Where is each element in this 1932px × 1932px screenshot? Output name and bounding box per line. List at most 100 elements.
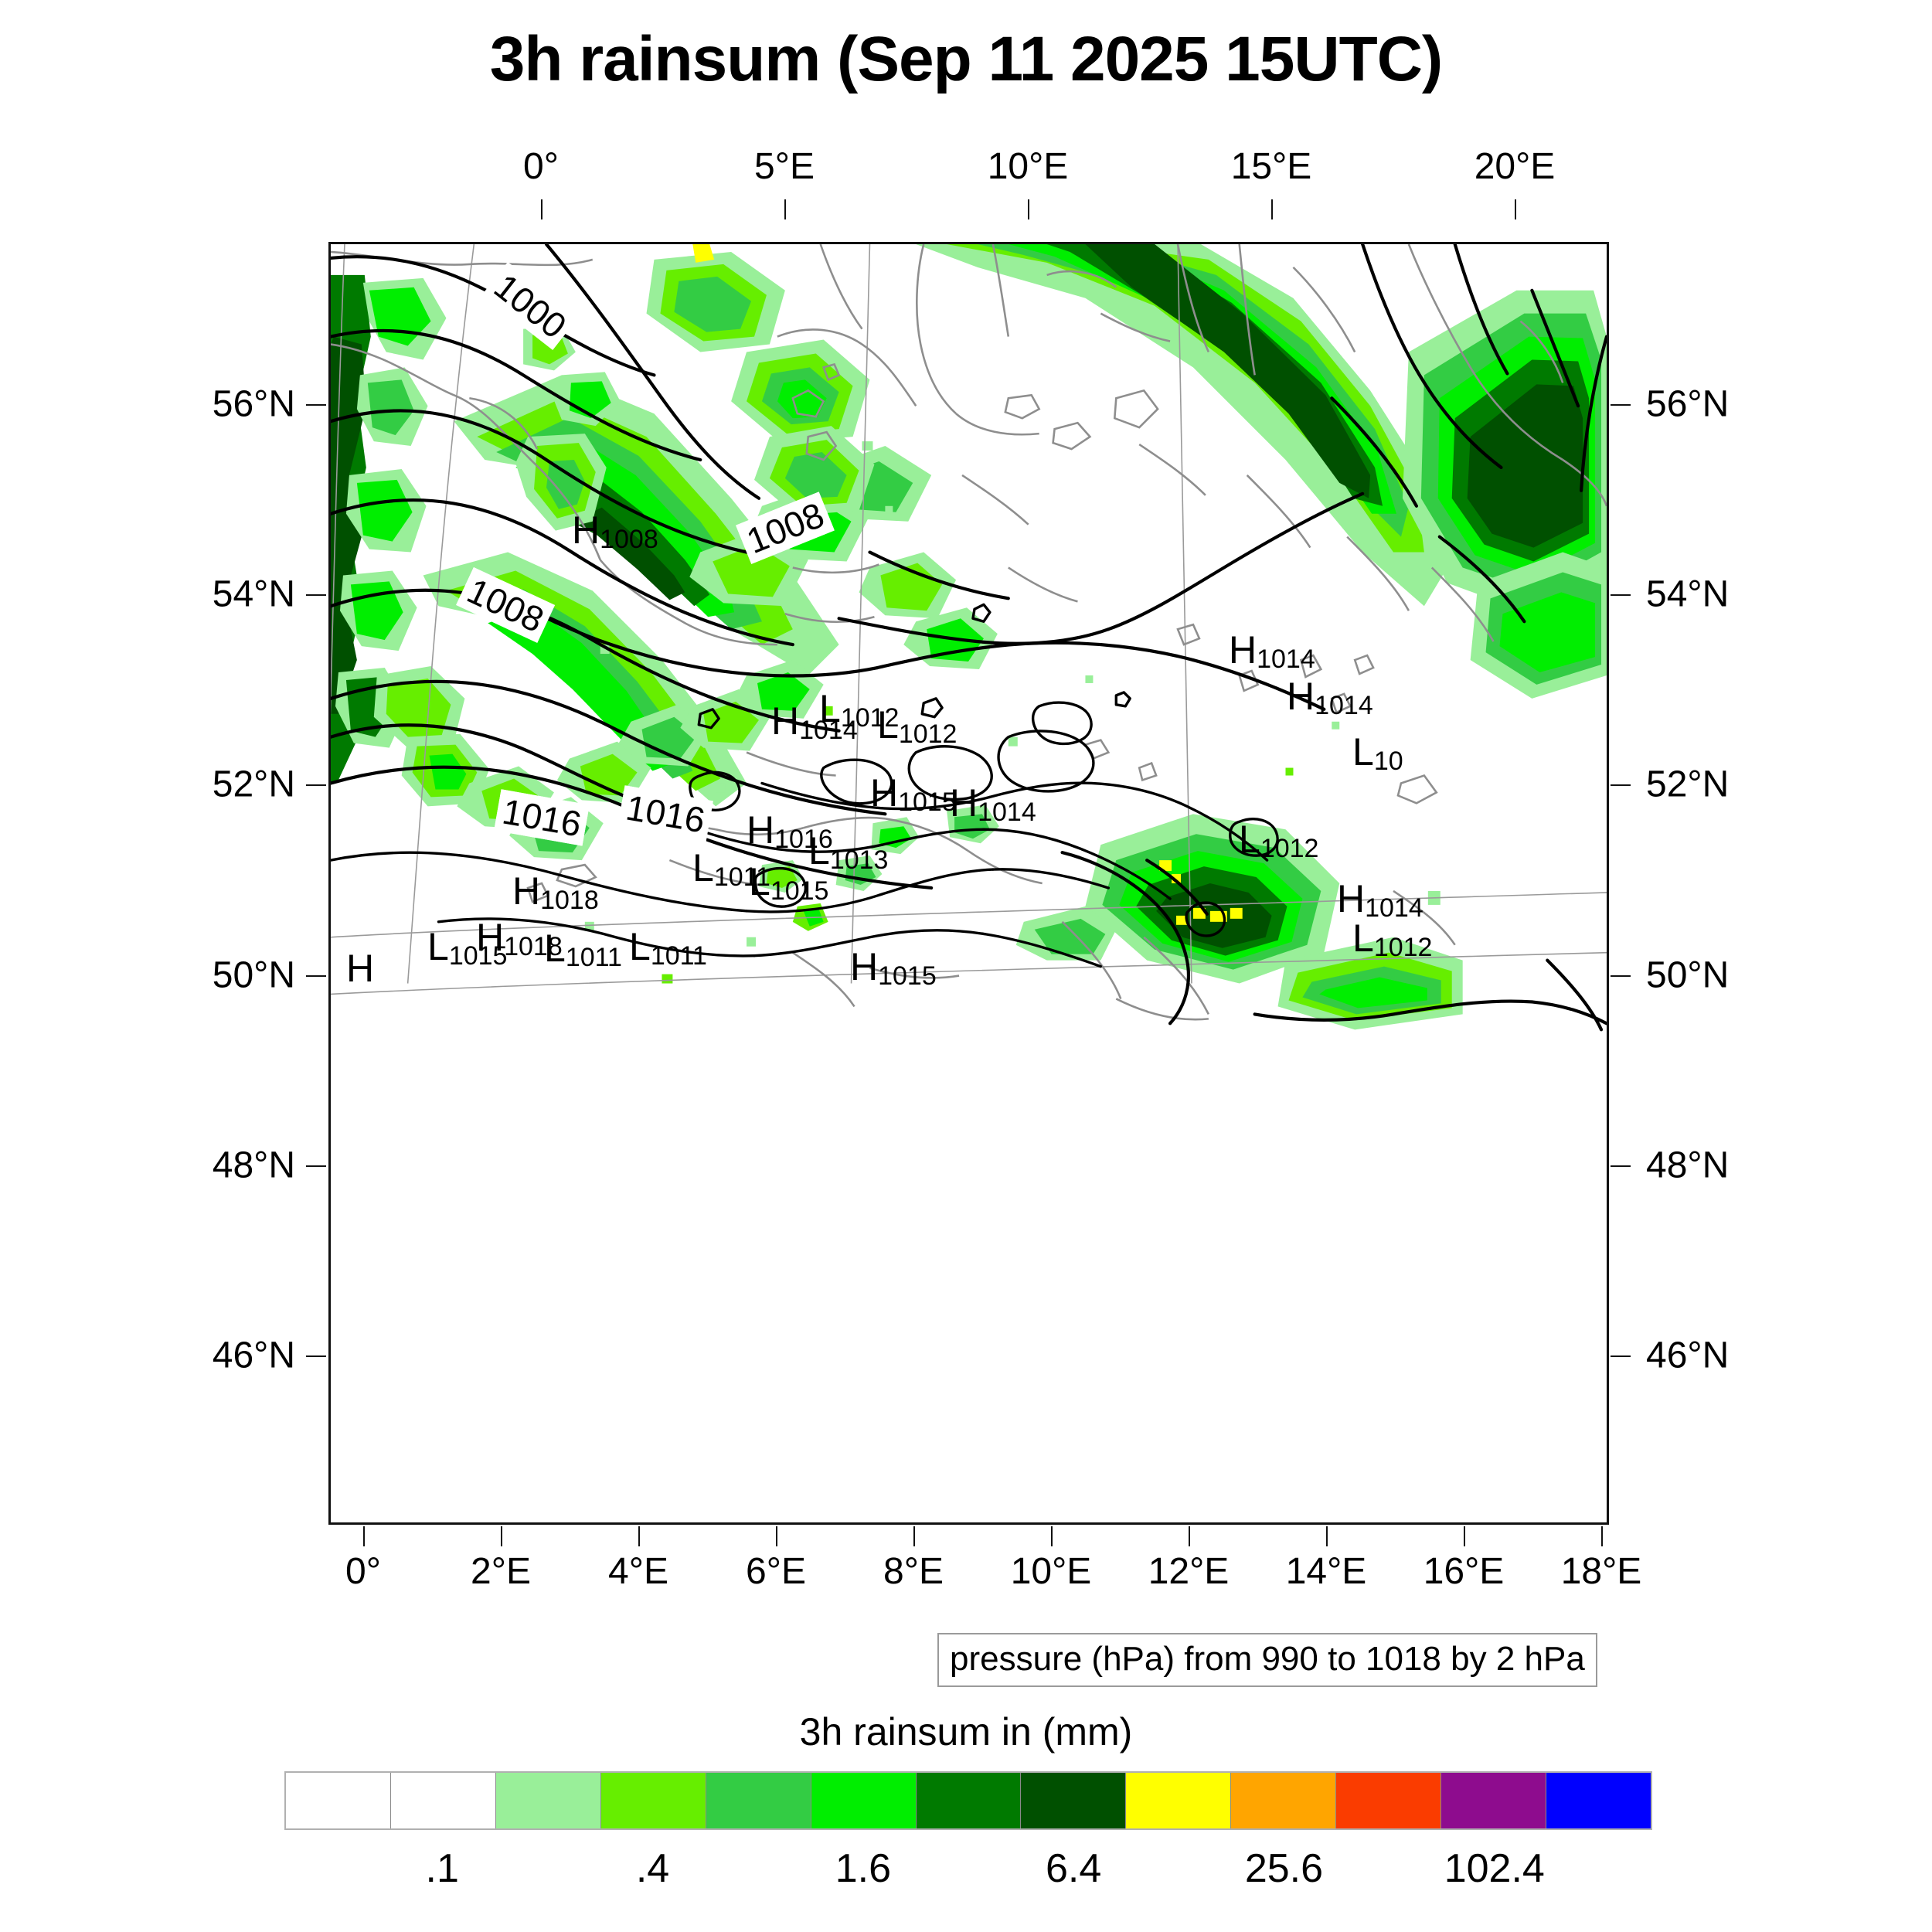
pressure-centre-value: 1013	[829, 845, 889, 875]
pressure-centre-l-11: L1013	[808, 832, 888, 873]
axis-tick	[1611, 1355, 1631, 1357]
pressure-centre-value: 10	[1373, 747, 1403, 776]
colorbar-title: 3h rainsum in (mm)	[799, 1710, 1133, 1753]
colorbar-cell-10	[1336, 1773, 1442, 1828]
axis-tick	[1271, 199, 1273, 219]
bottom-axis-label-1: 2°E	[471, 1551, 531, 1592]
axis-tick	[1611, 784, 1631, 786]
right-axis-label-4: 48°N	[1646, 1145, 1730, 1186]
pressure-centre-l-13: L1015	[749, 862, 828, 904]
bottom-axis-label-7: 14°E	[1285, 1551, 1367, 1592]
pressure-centre-l-16: L1012	[1352, 919, 1432, 961]
axis-tick	[306, 594, 326, 596]
pressure-centre-letter: L	[1239, 818, 1260, 861]
pressure-centre-value: 1012	[1260, 834, 1319, 863]
colorbar-tick-label: 102.4	[1444, 1846, 1545, 1891]
pressure-centre-letter: H	[476, 916, 505, 959]
axis-tick	[363, 1526, 365, 1546]
pressure-centre-h-7: H1015	[870, 774, 957, 815]
axis-tick	[1611, 404, 1631, 406]
left-axis-label-3: 50°N	[212, 954, 295, 996]
axis-tick	[784, 199, 786, 219]
right-axis-label-5: 46°N	[1646, 1335, 1730, 1376]
right-axis-label-3: 50°N	[1646, 954, 1730, 996]
axis-tick	[638, 1526, 640, 1546]
pressure-centre-h-0: H1008	[572, 511, 658, 553]
pressure-centre-letter: L	[427, 925, 449, 968]
colorbar-cell-1	[390, 1773, 496, 1828]
bottom-axis-label-9: 18°E	[1560, 1551, 1642, 1592]
left-axis-label-5: 46°N	[212, 1335, 295, 1376]
colorbar-cell-5	[811, 1773, 917, 1828]
top-axis-label-2: 10°E	[987, 146, 1069, 187]
pressure-centre-value: 1012	[1373, 933, 1433, 962]
colorbar-tick-label: 6.4	[1045, 1846, 1102, 1891]
pressure-centre-value: 1014	[978, 798, 1036, 827]
axis-tick	[1601, 1526, 1603, 1546]
map-canvas: .p1{fill:#99ef99}.p2{fill:#66ee00}.p3{fi…	[331, 244, 1607, 1032]
top-axis-label-0: 0°	[523, 146, 559, 187]
colorbar-cell-2	[495, 1773, 601, 1828]
colorbar-cell-6	[916, 1773, 1022, 1828]
pressure-centre-h-14: H1018	[512, 872, 599, 913]
pressure-centre-value: 1012	[840, 703, 900, 733]
top-axis-label-3: 15°E	[1230, 146, 1312, 187]
pressure-centre-l-19: L1011	[544, 929, 622, 971]
pressure-centre-letter: H	[850, 945, 879, 988]
pressure-centre-letter: H	[572, 509, 600, 552]
colorbar-cell-11	[1441, 1773, 1547, 1828]
axis-tick	[776, 1526, 777, 1546]
pressure-centre-value: 1014	[1257, 645, 1315, 674]
bottom-axis-label-5: 10°E	[1010, 1551, 1092, 1592]
axis-tick	[913, 1526, 915, 1546]
left-axis-label-2: 52°N	[212, 764, 295, 805]
pressure-centre-h-22: H	[346, 949, 374, 988]
axis-tick	[306, 975, 326, 977]
pressure-centre-h-1: H1014	[1229, 631, 1315, 672]
pressure-centre-value: 1018	[540, 886, 599, 915]
top-axis-label-4: 20°E	[1474, 146, 1556, 187]
pressure-centre-value: 1011	[713, 862, 770, 892]
pressure-centre-l-6: L10	[1352, 733, 1403, 774]
colorbar-cell-3	[600, 1773, 706, 1828]
pressure-centre-value: 1011	[565, 943, 622, 972]
pressure-legend: pressure (hPa) from 990 to 1018 by 2 hPa	[937, 1633, 1597, 1687]
pressure-centre-l-20: L1011	[629, 927, 707, 969]
pressure-centre-letter: L	[749, 860, 770, 903]
axis-tick	[1028, 199, 1029, 219]
pressure-centre-value: 1015	[770, 876, 829, 906]
axis-tick	[306, 404, 326, 406]
pressure-centre-letter: H	[950, 781, 978, 825]
pressure-centre-h-15: H1014	[1337, 879, 1423, 921]
map-plot-area[interactable]: .p1{fill:#99ef99}.p2{fill:#66ee00}.p3{fi…	[328, 242, 1609, 1525]
axis-tick	[306, 1355, 326, 1357]
axis-tick	[1611, 975, 1631, 977]
pressure-centre-value: 1015	[898, 787, 957, 817]
pressure-centre-letter: L	[808, 829, 830, 872]
pressure-centre-value: 1014	[799, 716, 858, 745]
right-axis-label-1: 54°N	[1646, 573, 1730, 615]
pressure-centre-value: 1011	[650, 941, 707, 971]
pressure-centre-letter: L	[629, 925, 651, 968]
bottom-axis-label-6: 12°E	[1148, 1551, 1230, 1592]
bottom-axis-label-0: 0°	[345, 1551, 381, 1592]
pressure-centre-letter: H	[771, 699, 800, 743]
pressure-centre-letter: L	[544, 927, 566, 970]
left-axis-label-4: 48°N	[212, 1145, 295, 1186]
colorbar-tick-label: .4	[635, 1846, 670, 1891]
colorbar-cell-7	[1021, 1773, 1127, 1828]
pressure-centre-letter: H	[747, 808, 775, 852]
colorbar-tick-label: 25.6	[1244, 1846, 1324, 1891]
right-axis-label-0: 56°N	[1646, 383, 1730, 425]
pressure-centre-letter: L	[1352, 917, 1374, 960]
top-axis-label-1: 5°E	[754, 146, 815, 187]
pressure-centre-h-2: H1014	[1287, 677, 1373, 719]
colorbar-tick-label: 1.6	[835, 1846, 891, 1891]
pressure-centre-value: 1012	[898, 719, 957, 749]
axis-tick	[1051, 1526, 1053, 1546]
axis-tick	[541, 199, 543, 219]
pressure-centre-l-12: L1011	[692, 849, 770, 890]
pressure-centre-letter: H	[1337, 877, 1366, 920]
colorbar[interactable]	[284, 1771, 1652, 1830]
pressure-centre-letter: H	[1287, 675, 1315, 718]
